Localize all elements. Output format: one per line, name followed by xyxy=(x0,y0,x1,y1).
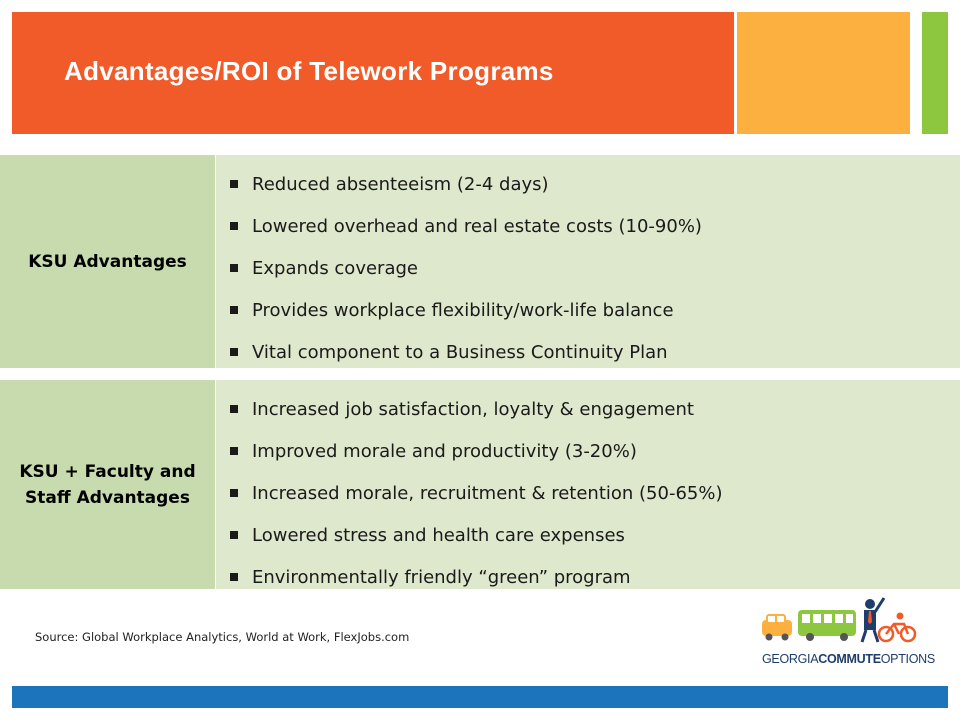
square-bullet-icon xyxy=(230,405,238,413)
bullet-item: Lowered overhead and real estate costs (… xyxy=(228,205,702,247)
slide-title: Advantages/ROI of Telework Programs xyxy=(64,56,554,86)
georgia-commute-options-logo xyxy=(762,597,917,643)
footer-blue-bar xyxy=(12,686,948,708)
bullet-text: Improved morale and productivity (3-20%) xyxy=(252,440,637,462)
bullet-item: Vital component to a Business Continuity… xyxy=(228,331,702,373)
square-bullet-icon xyxy=(230,180,238,188)
square-bullet-icon xyxy=(230,348,238,356)
bullet-item: Improved morale and productivity (3-20%) xyxy=(228,430,723,472)
bullet-item: Lowered stress and health care expenses xyxy=(228,514,723,556)
bullet-item: Increased job satisfaction, loyalty & en… xyxy=(228,388,723,430)
row-label: KSU + Faculty and Staff Advantages xyxy=(19,461,196,508)
square-bullet-icon xyxy=(230,447,238,455)
advantages-row-faculty-staff: KSU + Faculty and Staff Advantages Incre… xyxy=(0,380,960,589)
row-label: KSU Advantages xyxy=(28,251,187,272)
bullet-text: Vital component to a Business Continuity… xyxy=(252,341,668,363)
bullet-item: Expands coverage xyxy=(228,247,702,289)
logo-text-options: OPTIONS xyxy=(880,652,935,666)
advantages-row-ksu: KSU Advantages Reduced absenteeism (2-4 … xyxy=(0,155,960,368)
bullet-list: Reduced absenteeism (2-4 days) Lowered o… xyxy=(228,163,702,373)
header-green-block xyxy=(922,12,948,134)
bicycle-icon xyxy=(877,622,917,643)
person-icon xyxy=(860,597,886,643)
bullet-text: Lowered overhead and real estate costs (… xyxy=(252,215,702,237)
header-orange-block xyxy=(12,12,734,134)
row-label-cell: KSU Advantages xyxy=(0,155,215,368)
bullet-list: Increased job satisfaction, loyalty & en… xyxy=(228,388,723,598)
bullet-text: Reduced absenteeism (2-4 days) xyxy=(252,173,549,195)
square-bullet-icon xyxy=(230,222,238,230)
square-bullet-icon xyxy=(230,531,238,539)
row-content-cell: Reduced absenteeism (2-4 days) Lowered o… xyxy=(216,155,960,368)
bullet-text: Increased job satisfaction, loyalty & en… xyxy=(252,398,694,420)
car-icon xyxy=(762,614,792,641)
bullet-item: Reduced absenteeism (2-4 days) xyxy=(228,163,702,205)
square-bullet-icon xyxy=(230,306,238,314)
bullet-text: Increased morale, recruitment & retentio… xyxy=(252,482,723,504)
logo-wordmark: GEORGIACOMMUTEOPTIONS xyxy=(762,652,935,666)
bullet-item: Increased morale, recruitment & retentio… xyxy=(228,472,723,514)
square-bullet-icon xyxy=(230,573,238,581)
row-label-cell: KSU + Faculty and Staff Advantages xyxy=(0,380,215,589)
bus-icon xyxy=(798,610,856,641)
header-yellow-block xyxy=(737,12,910,134)
bullet-text: Lowered stress and health care expenses xyxy=(252,524,625,546)
square-bullet-icon xyxy=(230,264,238,272)
bullet-text: Provides workplace flexibility/work-life… xyxy=(252,299,674,321)
logo-text-georgia: GEORGIA xyxy=(762,652,819,666)
source-citation: Source: Global Workplace Analytics, Worl… xyxy=(35,630,410,644)
bullet-text: Environmentally friendly “green” program xyxy=(252,566,631,588)
bullet-item: Environmentally friendly “green” program xyxy=(228,556,723,598)
bullet-item: Provides workplace flexibility/work-life… xyxy=(228,289,702,331)
logo-text-commute: COMMUTE xyxy=(818,652,881,666)
row-content-cell: Increased job satisfaction, loyalty & en… xyxy=(216,380,960,589)
bullet-text: Expands coverage xyxy=(252,257,418,279)
square-bullet-icon xyxy=(230,489,238,497)
